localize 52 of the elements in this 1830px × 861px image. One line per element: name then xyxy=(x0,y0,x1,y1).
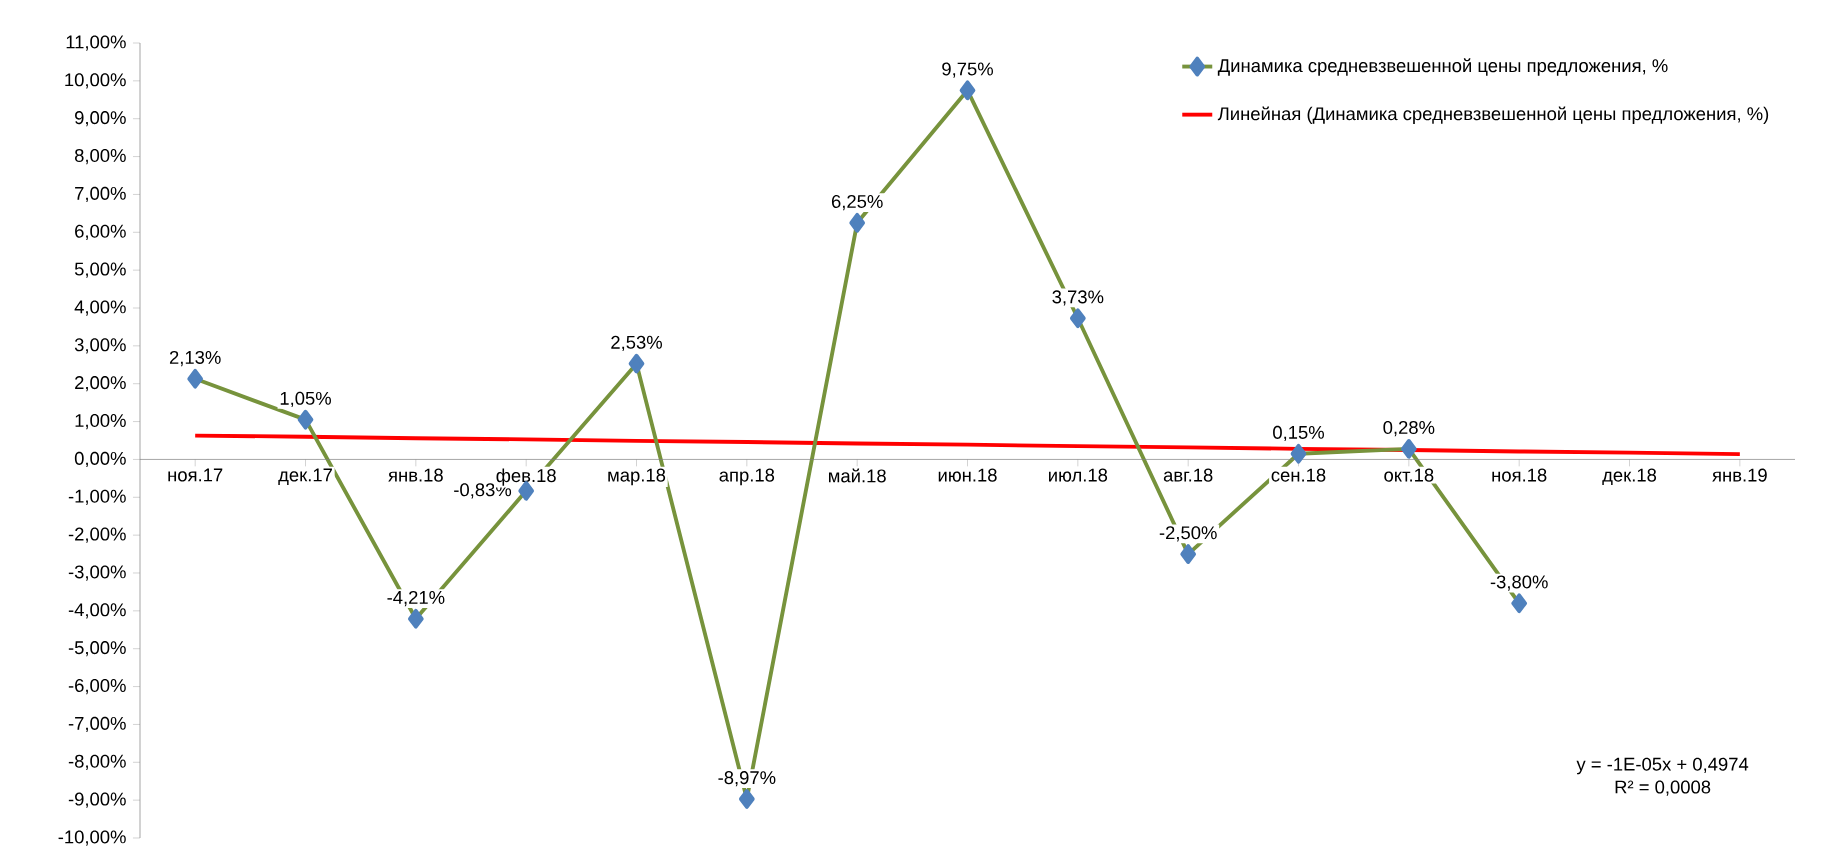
data-label: 0,15% xyxy=(1273,425,1324,442)
x-tick-label: май.18 xyxy=(828,468,886,483)
x-tick-label: мар.18 xyxy=(608,468,666,486)
y-tick-label: 6,00% xyxy=(75,224,126,240)
y-tick-label: 0,00% xyxy=(74,451,126,468)
x-tick-label: янв.19 xyxy=(1712,468,1767,482)
y-tick-label: 5,00% xyxy=(74,262,126,278)
x-tick-label: авг.18 xyxy=(1163,468,1213,482)
y-tick-label: 3,00% xyxy=(74,338,126,354)
y-tick-label: -8,00% xyxy=(68,754,126,770)
x-tick-label: июн.18 xyxy=(938,468,997,482)
y-tick-label: -4,00% xyxy=(68,603,126,619)
data-label: 3,73% xyxy=(1052,290,1104,306)
x-tick-label: ноя.17 xyxy=(168,468,223,482)
legend-label: Динамика средневзвешенной цены предложения, % xyxy=(1217,58,1668,76)
data-label: 2,13% xyxy=(169,350,221,367)
annotation: R² = 0,0008 xyxy=(1615,780,1711,796)
y-tick-label: -9,00% xyxy=(68,792,126,808)
x-tick-label: дек.18 xyxy=(1602,468,1657,486)
data-label: 2,53% xyxy=(611,335,662,352)
y-tick-label: 2,00% xyxy=(75,376,126,392)
data-label: -8,97% xyxy=(718,771,776,787)
data-label: 9,75% xyxy=(942,62,993,78)
legend-label: Линейная (Динамика средневзвешенной цены предложения, %) xyxy=(1217,106,1769,124)
y-tick-label: 7,00% xyxy=(75,186,126,203)
y-tick-label: -7,00% xyxy=(68,716,126,733)
x-tick-label: окт.18 xyxy=(1384,468,1434,482)
y-tick-label: -3,00% xyxy=(68,565,126,581)
x-tick-label: ноя.18 xyxy=(1492,468,1547,482)
y-tick-label: -5,00% xyxy=(68,641,126,657)
y-tick-label: 1,00% xyxy=(75,413,126,430)
y-tick-label: -2,00% xyxy=(68,527,126,543)
data-label: 1,05% xyxy=(280,391,331,408)
data-label: -2,50% xyxy=(1159,526,1217,542)
y-tick-label: 8,00% xyxy=(74,148,126,165)
y-tick-label: 4,00% xyxy=(74,300,126,316)
x-tick-label: апр.18 xyxy=(719,468,775,486)
data-label: 0,28% xyxy=(1383,420,1435,437)
y-tick-label: -10,00% xyxy=(58,830,126,846)
annotation: y = -1E-05x + 0,4974 xyxy=(1576,757,1749,775)
y-tick-label: -6,00% xyxy=(68,678,126,695)
x-tick-label: сен.18 xyxy=(1271,468,1326,482)
x-tick-label: янв.18 xyxy=(388,468,443,482)
data-label: -4,21% xyxy=(387,590,445,607)
y-tick-label: 9,00% xyxy=(75,111,126,127)
x-tick-label: июл.18 xyxy=(1049,468,1108,482)
y-tick-label: 10,00% xyxy=(65,73,126,89)
y-tick-label: 11,00% xyxy=(66,35,126,51)
y-tick-label: -1,00% xyxy=(68,489,126,505)
data-label: -3,80% xyxy=(1490,575,1548,591)
data-label: 6,25% xyxy=(831,194,883,211)
x-tick-label: дек.17 xyxy=(278,468,332,485)
